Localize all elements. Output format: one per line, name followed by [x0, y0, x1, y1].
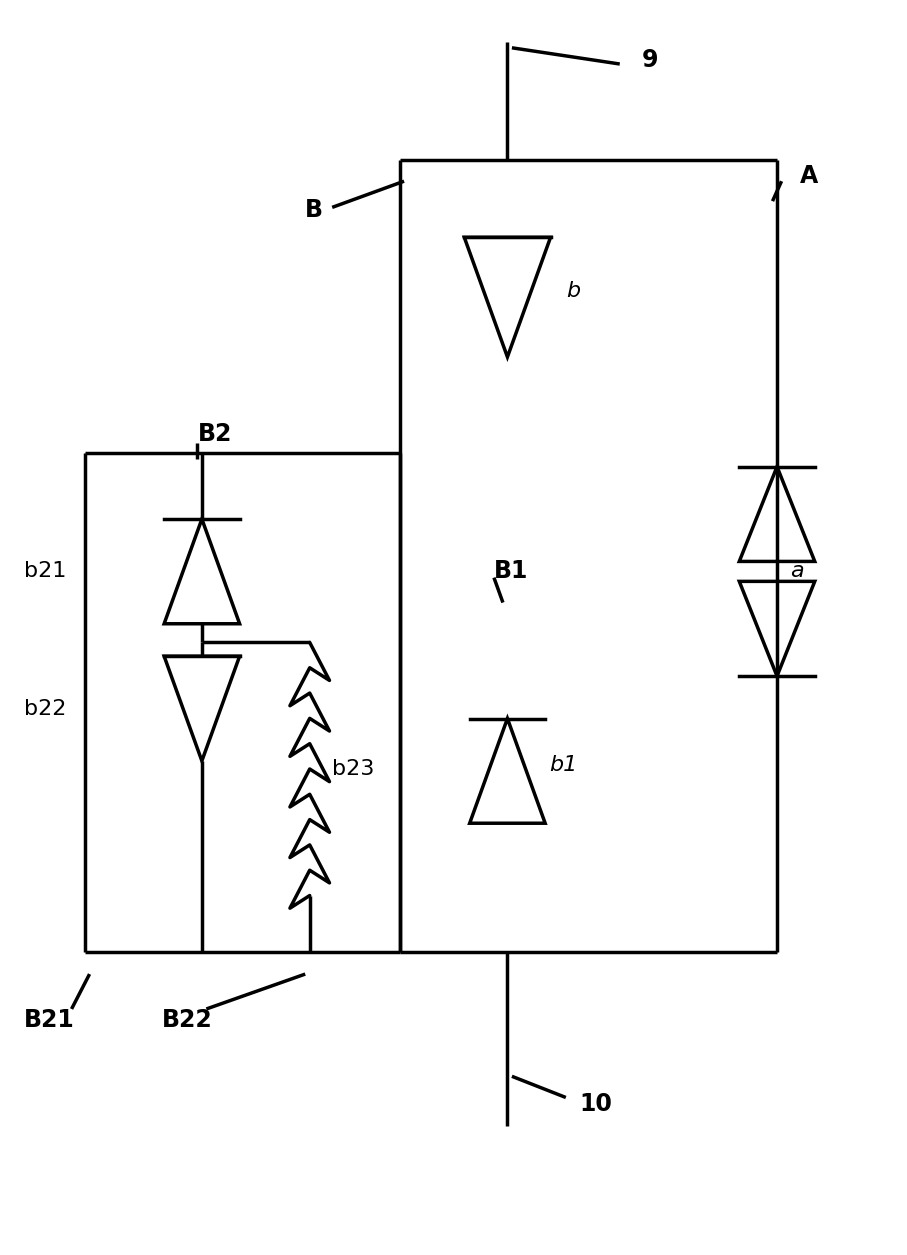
Text: B: B — [306, 198, 323, 222]
Text: B2: B2 — [198, 422, 232, 447]
Text: 9: 9 — [642, 48, 658, 73]
Text: B22: B22 — [161, 1008, 212, 1032]
Text: b23: b23 — [332, 759, 375, 779]
Text: b: b — [566, 281, 580, 301]
Text: B1: B1 — [494, 560, 528, 584]
Text: b22: b22 — [24, 699, 66, 719]
Text: 10: 10 — [580, 1092, 612, 1116]
Text: a: a — [791, 561, 805, 581]
Text: b21: b21 — [24, 561, 66, 581]
Text: b1: b1 — [550, 754, 578, 774]
Text: B21: B21 — [24, 1008, 74, 1032]
Text: A: A — [799, 164, 818, 188]
